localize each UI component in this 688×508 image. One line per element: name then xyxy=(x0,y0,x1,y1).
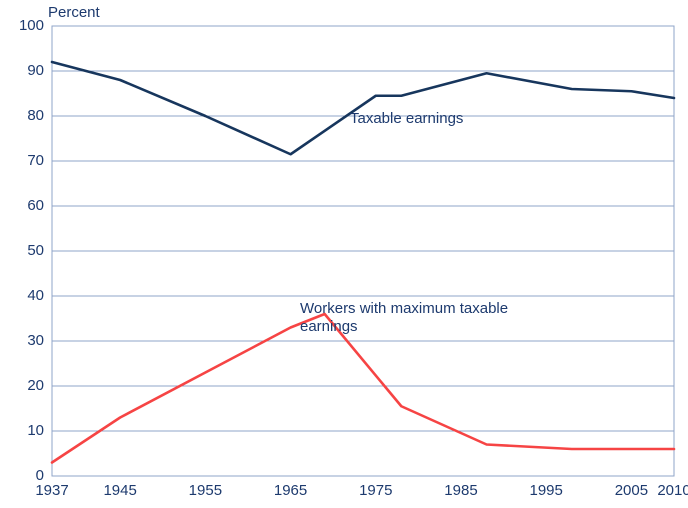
x-tick-1985: 1985 xyxy=(439,482,483,499)
y-tick-40: 40 xyxy=(0,287,44,304)
line-chart: Percent 100 90 80 70 60 50 40 30 20 10 0… xyxy=(0,0,688,508)
y-tick-10: 10 xyxy=(0,422,44,439)
y-tick-60: 60 xyxy=(0,197,44,214)
x-tick-1975: 1975 xyxy=(354,482,398,499)
x-tick-1955: 1955 xyxy=(183,482,227,499)
y-tick-100: 100 xyxy=(0,17,44,34)
x-tick-1965: 1965 xyxy=(269,482,313,499)
x-tick-1995: 1995 xyxy=(524,482,568,499)
series-label-workers-max-taxable: Workers with maximum taxableearnings xyxy=(300,300,508,336)
x-tick-2010: 2010 xyxy=(652,482,688,499)
x-tick-2005: 2005 xyxy=(609,482,653,499)
y-tick-50: 50 xyxy=(0,242,44,259)
y-tick-70: 70 xyxy=(0,152,44,169)
y-tick-80: 80 xyxy=(0,107,44,124)
chart-canvas xyxy=(0,0,688,508)
y-tick-30: 30 xyxy=(0,332,44,349)
x-tick-1937: 1937 xyxy=(30,482,74,499)
y-tick-90: 90 xyxy=(0,62,44,79)
x-tick-1945: 1945 xyxy=(98,482,142,499)
y-tick-20: 20 xyxy=(0,377,44,394)
series-label-taxable-earnings: Taxable earnings xyxy=(350,110,463,128)
